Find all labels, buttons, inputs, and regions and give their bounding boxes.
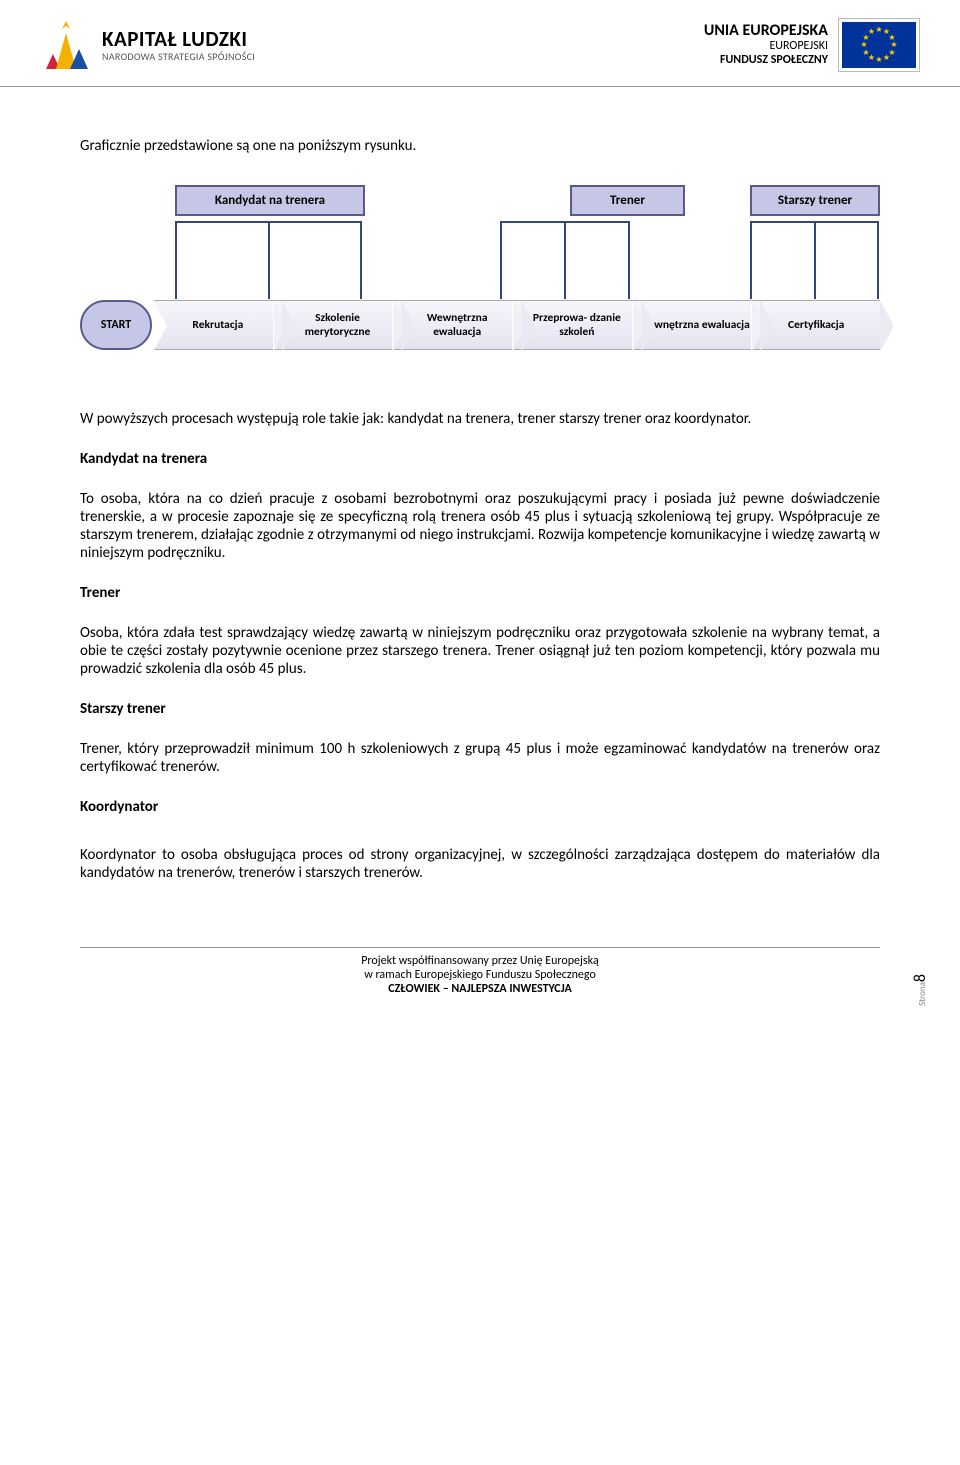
ue-line1: UNIA EUROPEJSKA	[704, 22, 828, 40]
kl-subtitle: NARODOWA STRATEGIA SPÓJNOŚCI	[102, 51, 255, 62]
connector-vertical	[268, 221, 270, 299]
process-step: Rekrutacja	[154, 300, 282, 350]
intro-text: Graficznie przedstawione są one na poniż…	[80, 137, 880, 155]
heading-starszy-trener: Starszy trener	[80, 700, 880, 718]
page-number-label: Strona	[917, 982, 928, 1006]
para-after-diagram: W powyższych procesach występują role ta…	[80, 410, 880, 428]
eu-flag-icon: ★★★★★★★★★★★★	[838, 18, 920, 72]
kapital-ludzki-text: KAPITAŁ LUDZKI NARODOWA STRATEGIA SPÓJNO…	[102, 28, 255, 62]
connector-vertical	[750, 221, 752, 299]
process-start: START	[80, 300, 152, 350]
connector-vertical	[814, 221, 816, 299]
page-number: Strona8	[911, 974, 930, 1006]
role-box: Trener	[570, 185, 685, 216]
heading-trener: Trener	[80, 584, 880, 602]
connector-vertical	[175, 221, 177, 299]
heading-kandydat: Kandydat na trenera	[80, 450, 880, 468]
heading-koordynator: Koordynator	[80, 798, 880, 816]
ue-text: UNIA EUROPEJSKA EUROPEJSKI FUNDUSZ SPOŁE…	[704, 22, 828, 68]
page-number-value: 8	[911, 974, 930, 982]
role-box: Starszy trener	[750, 185, 880, 216]
footer-line3: CZŁOWIEK – NAJLEPSZA INWESTYCJA	[0, 982, 960, 996]
ue-line2: EUROPEJSKI	[704, 40, 828, 54]
para-koordynator: Koordynator to osoba obsługująca proces …	[80, 846, 880, 882]
process-row: STARTRekrutacjaSzkolenie merytoryczneWew…	[80, 300, 880, 350]
kapital-ludzki-icon	[40, 19, 92, 71]
kl-title: KAPITAŁ LUDZKI	[102, 28, 255, 51]
connector-vertical	[500, 221, 502, 299]
role-box: Kandydat na trenera	[175, 185, 365, 216]
para-starszy-trener: Trener, który przeprowadził minimum 100 …	[80, 740, 880, 776]
connector-vertical	[628, 221, 630, 299]
logo-ue: UNIA EUROPEJSKA EUROPEJSKI FUNDUSZ SPOŁE…	[704, 18, 920, 72]
footer-line1: Projekt współfinansowany przez Unię Euro…	[0, 954, 960, 968]
footer-divider	[80, 947, 880, 948]
connector-vertical	[877, 221, 879, 299]
logo-kapital-ludzki: KAPITAŁ LUDZKI NARODOWA STRATEGIA SPÓJNO…	[40, 19, 255, 71]
page-body: Graficznie przedstawione są one na poniż…	[0, 87, 960, 882]
connector-vertical	[360, 221, 362, 299]
process-diagram: Kandydat na trenera Trener Starszy trener S…	[80, 185, 880, 370]
para-trener: Osoba, która zdała test sprawdzający wie…	[80, 624, 880, 678]
para-kandydat: To osoba, która na co dzień pracuje z os…	[80, 490, 880, 562]
page-footer: Projekt współfinansowany przez Unię Euro…	[0, 947, 960, 996]
footer-line2: w ramach Europejskiego Funduszu Społeczn…	[0, 968, 960, 982]
page-header: KAPITAŁ LUDZKI NARODOWA STRATEGIA SPÓJNO…	[0, 0, 960, 78]
ue-line3: FUNDUSZ SPOŁECZNY	[704, 54, 828, 68]
connector-vertical	[564, 221, 566, 299]
